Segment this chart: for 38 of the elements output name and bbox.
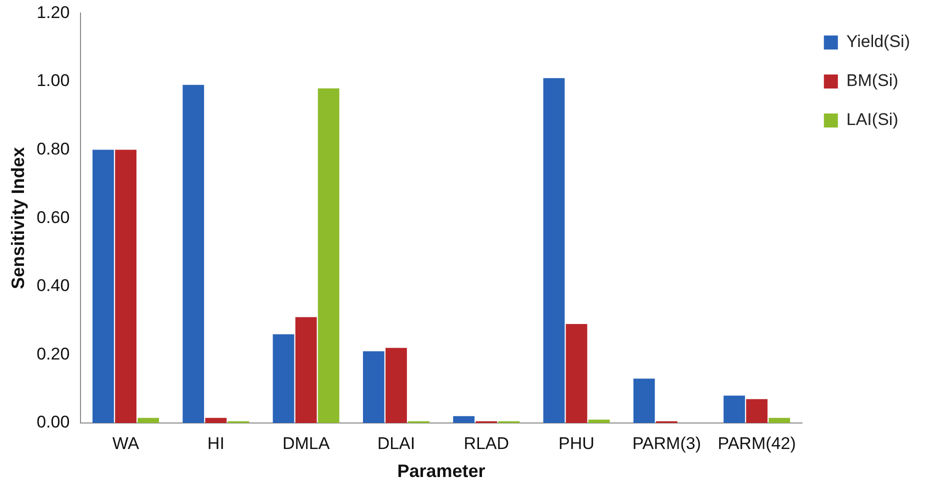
legend-label: BM(Si)	[846, 71, 898, 90]
bar	[724, 396, 745, 423]
x-tick-label: DMLA	[282, 434, 330, 453]
bar	[182, 84, 204, 423]
bar	[205, 418, 227, 423]
bar	[138, 418, 160, 423]
y-tick-label: 0.80	[36, 139, 70, 158]
bar	[295, 317, 317, 423]
bar	[92, 150, 114, 423]
y-tick-label: 1.00	[36, 71, 70, 90]
bar	[746, 399, 768, 423]
bar	[318, 88, 340, 423]
x-tick-label: PHU	[558, 434, 594, 453]
x-axis-title: Parameter	[397, 461, 486, 482]
bar	[453, 416, 475, 423]
y-tick-label: 1.20	[36, 2, 70, 22]
y-tick-label: 0.20	[36, 344, 70, 364]
y-tick-label: 0.40	[36, 276, 70, 296]
x-tick-label: DLAI	[377, 434, 416, 453]
x-tick-label: RLAD	[464, 434, 510, 453]
bar	[115, 150, 136, 423]
y-tick-label: 0.00	[36, 412, 70, 432]
legend-label: LAI(Si)	[846, 110, 898, 130]
bar	[362, 351, 384, 423]
bar	[543, 78, 565, 423]
y-tick-label: 0.60	[36, 208, 70, 227]
x-tick-label: WA	[112, 434, 140, 453]
bar	[566, 324, 588, 423]
x-tick-label: PARM(3)	[632, 434, 701, 453]
bar	[386, 348, 407, 423]
x-tick-label: HI	[207, 434, 224, 453]
y-axis-title: Sensitivity Index	[8, 147, 28, 290]
x-tick-label: PARM(42)	[718, 434, 796, 453]
legend-label: Yield(Si)	[846, 32, 910, 52]
bar	[633, 378, 655, 423]
bar	[272, 334, 294, 423]
bar	[588, 420, 610, 423]
bar	[768, 418, 790, 423]
